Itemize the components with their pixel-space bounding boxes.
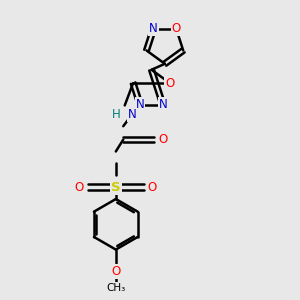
Text: CH₃: CH₃ [106,283,125,293]
Text: O: O [172,22,181,35]
Text: O: O [165,76,175,90]
Text: N: N [149,22,158,35]
Text: S: S [111,181,121,194]
Text: O: O [148,181,157,194]
Text: N: N [136,98,145,111]
Text: N: N [128,108,136,121]
Text: O: O [75,181,84,194]
Text: O: O [111,265,120,278]
Text: H: H [111,108,120,121]
Text: O: O [159,133,168,146]
Text: N: N [158,98,167,111]
